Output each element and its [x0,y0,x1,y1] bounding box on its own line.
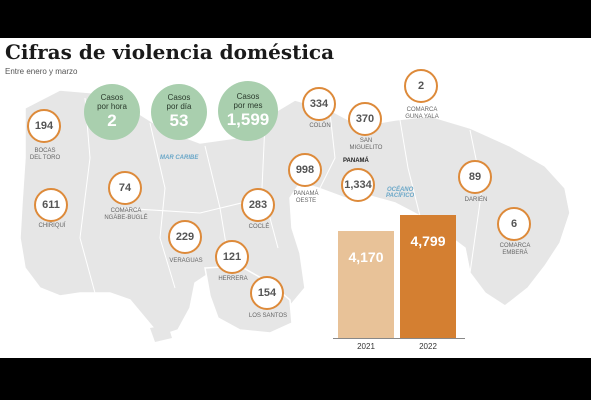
label-mar-caribe: MAR CARIBE [160,155,199,161]
bubble-colon: 334 [302,87,336,121]
bar-2022: 4,799 [400,215,456,338]
infographic-panel: Cifras de violencia doméstica Entre ener… [0,38,591,358]
stat-value: 53 [169,111,189,130]
bubble-san-miguelito: 370 [348,102,382,136]
label-bocas-del-toro: BOCAS DEL TORO [29,148,61,161]
label-veraguas: VERAGUAS [169,258,203,264]
label-cocle: COCLÉ [248,224,270,230]
page-subtitle: Entre enero y marzo [5,67,78,76]
bubble-ngabe-bugle: 74 [108,171,142,205]
bubble-embera: 6 [497,207,531,241]
bubble-los-santos: 154 [250,276,284,310]
peninsula-azuero [204,265,293,334]
stat-value: 1,599 [226,110,270,129]
label-los-santos: LOS SANTOS [248,313,288,319]
label-guna-yala: COMARCA GUNA YALA [405,107,439,120]
label-embera: COMARCA EMBERÁ [499,243,531,256]
bar-value-label: 4,170 [348,249,384,265]
stat-cases-per-hour: Casos por hora 2 [84,84,140,140]
label-darien: DARIÉN [464,197,488,203]
label-oceano-pacifico: OCÉANO PACÍFICO [386,187,415,199]
stat-cases-per-month: Casos por mes 1,599 [218,81,278,141]
chart-baseline [333,338,465,339]
island-coiba [150,325,172,342]
label-san-miguelito: SAN MIGUELITO [349,138,383,151]
stat-label: Casos por hora [97,93,127,111]
bar-value-label: 4,799 [410,233,446,249]
label-colon: COLÓN [309,123,331,129]
label-chiriqui: CHIRIQUÍ [38,223,66,229]
bubble-herrera: 121 [215,240,249,274]
bubble-panama: 1,334 [341,168,375,202]
label-panama-oeste: PANAMÁ OESTE [293,191,319,204]
stat-value: 2 [107,111,117,130]
label-herrera: HERRERA [218,276,248,282]
bubble-darien: 89 [458,160,492,194]
stat-cases-per-day: Casos por día 53 [151,84,207,140]
page-title: Cifras de violencia doméstica [5,40,335,64]
capital-label: PANAMÁ [343,158,369,164]
stat-label: Casos por día [166,93,192,111]
bubble-veraguas: 229 [168,220,202,254]
bubble-bocas-del-toro: 194 [27,109,61,143]
bubble-guna-yala: 2 [404,69,438,103]
isthmus-west [19,89,571,337]
bubble-panama-oeste: 998 [288,153,322,187]
year-label-2021: 2021 [357,342,375,351]
year-label-2022: 2022 [419,342,437,351]
label-ngabe-bugle: COMARCA NGÄBE-BUGLÉ [104,208,148,221]
stat-label: Casos por mes [233,92,263,110]
bar-2021: 4,170 [338,231,394,338]
bubble-chiriqui: 611 [34,188,68,222]
bubble-cocle: 283 [241,188,275,222]
